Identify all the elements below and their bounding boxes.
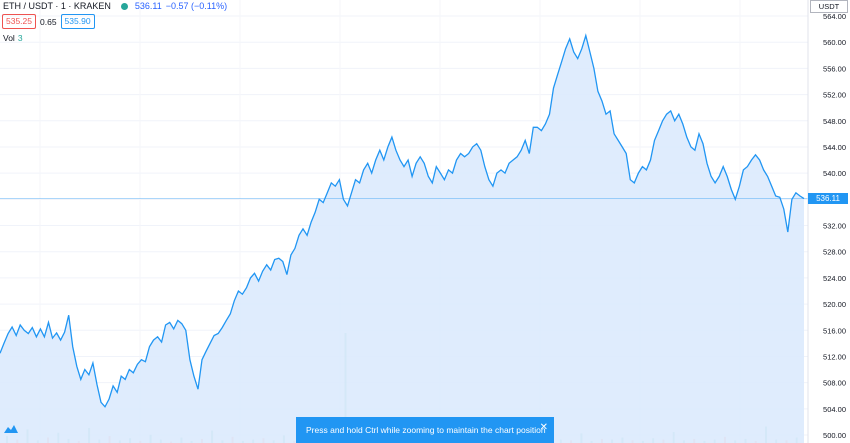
y-tick-label: 516.00 bbox=[823, 326, 846, 335]
y-tick-label: 564.00 bbox=[823, 12, 846, 21]
last-price-label: 536.11 bbox=[808, 193, 848, 204]
spread-value: 0.65 bbox=[40, 16, 57, 27]
volume-value: 3 bbox=[17, 33, 23, 43]
y-tick-label: 524.00 bbox=[823, 274, 846, 283]
close-icon[interactable]: ✕ bbox=[539, 422, 548, 433]
currency-unit-button[interactable]: USDT bbox=[810, 0, 848, 13]
volume-label[interactable]: Vol bbox=[3, 33, 15, 43]
price-area-fill bbox=[0, 35, 804, 443]
y-tick-label: 552.00 bbox=[823, 91, 846, 100]
y-tick-label: 504.00 bbox=[823, 405, 846, 414]
bid-price-button[interactable]: 535.25 bbox=[2, 14, 36, 29]
y-tick-label: 544.00 bbox=[823, 143, 846, 152]
y-tick-label: 532.00 bbox=[823, 222, 846, 231]
y-tick-label: 520.00 bbox=[823, 300, 846, 309]
ask-price-button[interactable]: 535.90 bbox=[60, 14, 95, 29]
y-tick-label: 556.00 bbox=[823, 64, 846, 73]
legend-price: 536.11 bbox=[134, 1, 162, 11]
y-tick-label: 528.00 bbox=[823, 248, 846, 257]
price-line bbox=[0, 33, 805, 408]
y-tick-label: 508.00 bbox=[823, 379, 846, 388]
legend-change: −0.57 (−0.11%) bbox=[165, 1, 228, 11]
price-axis-background bbox=[808, 0, 850, 443]
y-tick-label: 540.00 bbox=[823, 169, 846, 178]
bid-ask-row: 535.25 0.65 535.90 bbox=[2, 14, 95, 29]
market-open-dot-icon bbox=[120, 2, 128, 10]
y-tick-label: 512.00 bbox=[823, 352, 846, 361]
y-tick-label: 548.00 bbox=[823, 117, 846, 126]
y-tick-label: 500.00 bbox=[823, 431, 846, 440]
y-tick-label: 560.00 bbox=[823, 38, 846, 47]
symbol-title[interactable]: ETH / USDT · 1 · KRAKEN bbox=[3, 1, 111, 11]
toast-message: Press and hold Ctrl while zooming to mai… bbox=[306, 425, 546, 435]
volume-legend: Vol 3 bbox=[3, 33, 23, 43]
tradingview-logo-icon[interactable] bbox=[4, 424, 18, 434]
zoom-hint-toast: Press and hold Ctrl while zooming to mai… bbox=[296, 417, 554, 443]
chart-legend: ETH / USDT · 1 · KRAKEN 536.11 −0.57 (−0… bbox=[3, 1, 227, 11]
